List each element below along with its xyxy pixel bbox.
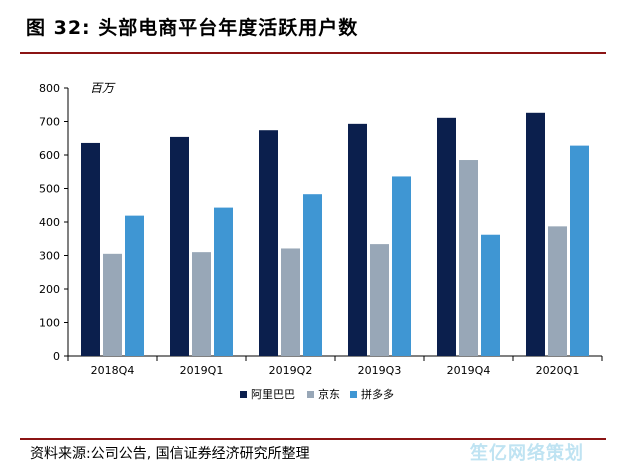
bar-2019Q3-2 bbox=[392, 176, 411, 356]
y-tick-label: 0 bbox=[53, 350, 60, 363]
y-tick-label: 700 bbox=[39, 116, 60, 129]
bar-2019Q3-0 bbox=[348, 123, 367, 356]
bar-2019Q2-0 bbox=[259, 130, 278, 356]
bar-2020Q1-2 bbox=[570, 145, 589, 356]
y-axis-unit-label: 百万 bbox=[90, 81, 116, 95]
bar-2018Q4-2 bbox=[125, 215, 144, 356]
y-tick-label: 500 bbox=[39, 183, 60, 196]
x-tick-label: 2018Q4 bbox=[91, 364, 135, 377]
y-tick-label: 200 bbox=[39, 283, 60, 296]
bar-2020Q1-0 bbox=[526, 112, 545, 356]
bar-2019Q2-2 bbox=[303, 194, 322, 356]
bar-chart: 0 100 200 300 400 500 600 700 800 百万 2018Q4 2019Q1 2… bbox=[39, 81, 603, 401]
bar-2019Q4-1 bbox=[459, 160, 478, 356]
x-tick-label: 2019Q1 bbox=[180, 364, 224, 377]
y-tick-label: 100 bbox=[39, 317, 60, 330]
x-tick-label: 2020Q1 bbox=[536, 364, 580, 377]
chart-axes: 0 100 200 300 400 500 600 700 800 百万 2018Q4 2019Q1 2… bbox=[39, 81, 603, 377]
watermark: 笙亿网络策划 bbox=[470, 443, 584, 464]
bar-2019Q3-1 bbox=[370, 244, 389, 356]
legend-label: 京东 bbox=[318, 387, 340, 401]
bar-2019Q2-1 bbox=[281, 248, 300, 356]
legend-swatch bbox=[240, 391, 247, 398]
y-tick-label: 800 bbox=[39, 82, 60, 95]
x-tick-label: 2019Q2 bbox=[269, 364, 313, 377]
y-tick-label: 400 bbox=[39, 216, 60, 229]
bar-2019Q1-0 bbox=[170, 136, 189, 356]
figure-title: 图 32: 头部电商平台年度活跃用户数 bbox=[26, 17, 359, 39]
y-tick-label: 300 bbox=[39, 250, 60, 263]
bar-2019Q1-2 bbox=[214, 207, 233, 356]
bar-2020Q1-1 bbox=[548, 226, 567, 356]
figure-header: 图 32: 头部电商平台年度活跃用户数 bbox=[0, 0, 620, 52]
x-tick-label: 2019Q4 bbox=[447, 364, 491, 377]
legend-swatch bbox=[350, 391, 357, 398]
x-tick-label: 2019Q3 bbox=[358, 364, 402, 377]
bar-2019Q4-2 bbox=[481, 234, 500, 356]
legend-label: 阿里巴巴 bbox=[251, 388, 295, 401]
source-divider bbox=[20, 438, 606, 440]
source-note: 资料来源:公司公告, 国信证券经济研究所整理 bbox=[30, 446, 310, 462]
chart-legend: 阿里巴巴 京东 拼多多 bbox=[240, 387, 394, 401]
legend-swatch bbox=[307, 391, 314, 398]
bar-2018Q4-1 bbox=[103, 253, 122, 356]
bar-2019Q1-1 bbox=[192, 252, 211, 356]
chart-bars bbox=[81, 112, 589, 356]
y-tick-label: 600 bbox=[39, 149, 60, 162]
title-divider bbox=[20, 52, 606, 54]
legend-label: 拼多多 bbox=[361, 387, 394, 401]
bar-2019Q4-0 bbox=[437, 117, 456, 356]
bar-2018Q4-0 bbox=[81, 142, 100, 356]
